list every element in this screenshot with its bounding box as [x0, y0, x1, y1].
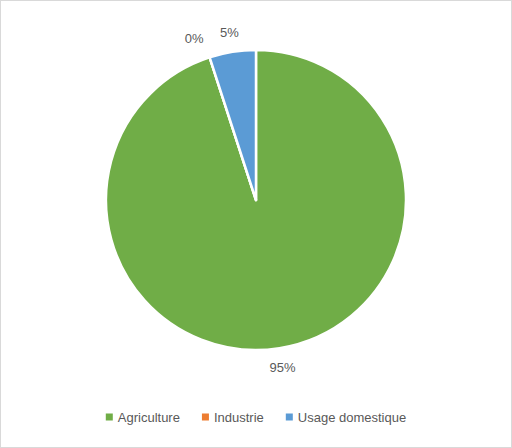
slice: [106, 50, 406, 350]
data-label: 0%: [185, 31, 204, 46]
legend-label: Agriculture: [118, 410, 180, 425]
data-label: 95%: [270, 360, 296, 375]
legend-swatch: [106, 414, 113, 421]
chart-border: [1, 1, 512, 448]
legend-label: Usage domestique: [298, 410, 406, 425]
legend-label: Industrie: [214, 410, 264, 425]
slice: [210, 50, 256, 200]
legend: Agriculture Industrie Usage domestique: [106, 410, 406, 425]
legend-swatch: [286, 414, 293, 421]
slices: [106, 50, 406, 350]
data-label: 5%: [220, 25, 239, 40]
legend-swatch: [202, 414, 209, 421]
chart: 95% 0% 5% Agriculture Industrie Usage domesti…: [0, 0, 512, 448]
